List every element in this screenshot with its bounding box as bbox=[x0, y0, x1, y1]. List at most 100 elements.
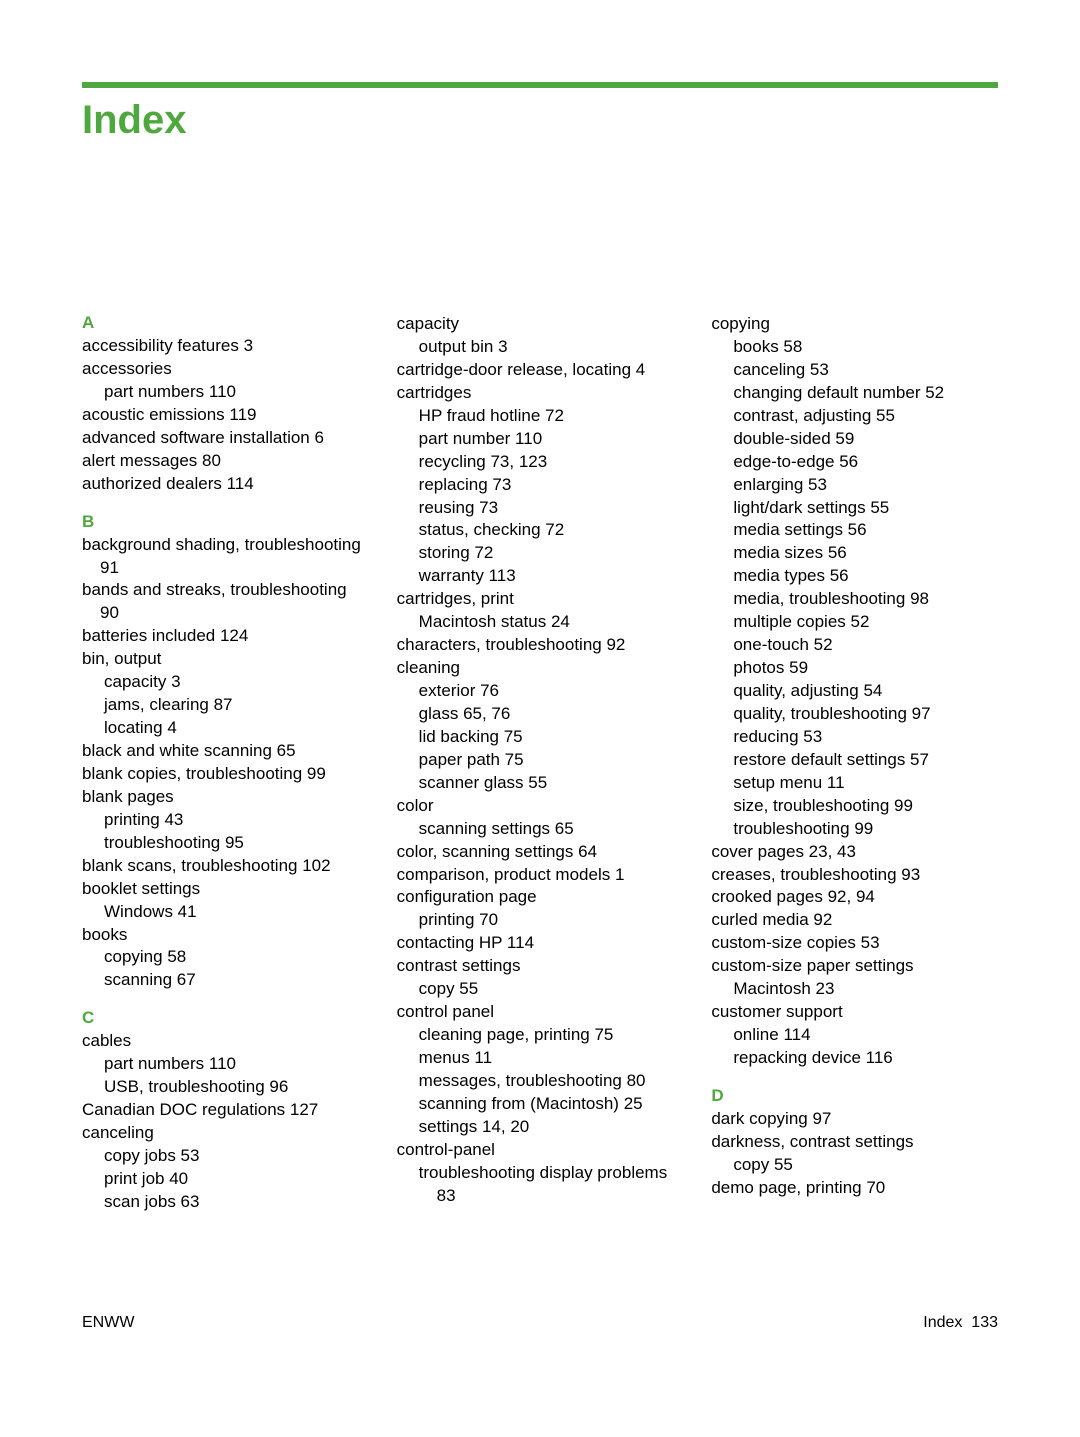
top-rule bbox=[82, 82, 998, 88]
index-subentry: restore default settings 57 bbox=[711, 749, 998, 772]
index-entry: characters, troubleshooting 92 bbox=[397, 634, 684, 657]
index-letter: A bbox=[82, 313, 369, 333]
index-subentry: troubleshooting display problems 83 bbox=[397, 1162, 684, 1208]
index-subentry: scanning 67 bbox=[82, 969, 369, 992]
index-entry: bands and streaks, troubleshooting 90 bbox=[82, 579, 369, 625]
page-title: Index bbox=[82, 98, 998, 143]
index-subentry: quality, adjusting 54 bbox=[711, 680, 998, 703]
index-subentry: copying 58 bbox=[82, 946, 369, 969]
index-entry: cartridge-door release, locating 4 bbox=[397, 359, 684, 382]
footer-right-label: Index bbox=[923, 1314, 962, 1331]
index-subentry: media, troubleshooting 98 bbox=[711, 588, 998, 611]
index-entry: bin, output bbox=[82, 648, 369, 671]
index-entry: black and white scanning 65 bbox=[82, 740, 369, 763]
index-column-1: Aaccessibility features 3accessoriespart… bbox=[82, 313, 369, 1214]
index-columns: Aaccessibility features 3accessoriespart… bbox=[82, 313, 998, 1214]
index-letter: C bbox=[82, 1008, 369, 1028]
index-subentry: messages, troubleshooting 80 bbox=[397, 1070, 684, 1093]
index-subentry: canceling 53 bbox=[711, 359, 998, 382]
index-entry: cables bbox=[82, 1030, 369, 1053]
index-subentry: scanner glass 55 bbox=[397, 772, 684, 795]
index-subentry: capacity 3 bbox=[82, 671, 369, 694]
index-subentry: storing 72 bbox=[397, 542, 684, 565]
index-entry: demo page, printing 70 bbox=[711, 1177, 998, 1200]
index-entry: control-panel bbox=[397, 1139, 684, 1162]
index-subentry: scan jobs 63 bbox=[82, 1191, 369, 1214]
index-subentry: setup menu 11 bbox=[711, 772, 998, 795]
index-entry: accessibility features 3 bbox=[82, 335, 369, 358]
index-entry: crooked pages 92, 94 bbox=[711, 886, 998, 909]
index-subentry: printing 70 bbox=[397, 909, 684, 932]
index-entry: color, scanning settings 64 bbox=[397, 841, 684, 864]
index-subentry: warranty 113 bbox=[397, 565, 684, 588]
index-subentry: books 58 bbox=[711, 336, 998, 359]
index-letter: B bbox=[82, 512, 369, 532]
index-subentry: output bin 3 bbox=[397, 336, 684, 359]
index-subentry: reducing 53 bbox=[711, 726, 998, 749]
index-subentry: media types 56 bbox=[711, 565, 998, 588]
index-subentry: locating 4 bbox=[82, 717, 369, 740]
index-column-3: copyingbooks 58canceling 53changing defa… bbox=[711, 313, 998, 1214]
index-entry: background shading, troubleshooting 91 bbox=[82, 534, 369, 580]
index-entry: cover pages 23, 43 bbox=[711, 841, 998, 864]
index-entry: custom-size paper settings bbox=[711, 955, 998, 978]
index-subentry: lid backing 75 bbox=[397, 726, 684, 749]
index-subentry: copy 55 bbox=[397, 978, 684, 1001]
index-entry: accessories bbox=[82, 358, 369, 381]
index-entry: capacity bbox=[397, 313, 684, 336]
index-subentry: troubleshooting 99 bbox=[711, 818, 998, 841]
index-entry: canceling bbox=[82, 1122, 369, 1145]
index-entry: customer support bbox=[711, 1001, 998, 1024]
index-subentry: Macintosh status 24 bbox=[397, 611, 684, 634]
footer-right-page: 133 bbox=[971, 1314, 998, 1331]
index-entry: configuration page bbox=[397, 886, 684, 909]
index-subentry: recycling 73, 123 bbox=[397, 451, 684, 474]
index-entry: authorized dealers 114 bbox=[82, 473, 369, 496]
index-subentry: printing 43 bbox=[82, 809, 369, 832]
index-entry: custom-size copies 53 bbox=[711, 932, 998, 955]
index-subentry: scanning settings 65 bbox=[397, 818, 684, 841]
index-subentry: troubleshooting 95 bbox=[82, 832, 369, 855]
index-entry: alert messages 80 bbox=[82, 450, 369, 473]
index-subentry: quality, troubleshooting 97 bbox=[711, 703, 998, 726]
index-subentry: media sizes 56 bbox=[711, 542, 998, 565]
index-entry: batteries included 124 bbox=[82, 625, 369, 648]
index-column-2: capacityoutput bin 3cartridge-door relea… bbox=[397, 313, 684, 1214]
index-subentry: USB, troubleshooting 96 bbox=[82, 1076, 369, 1099]
index-letter: D bbox=[711, 1086, 998, 1106]
index-subentry: part numbers 110 bbox=[82, 381, 369, 404]
index-entry: cleaning bbox=[397, 657, 684, 680]
index-subentry: exterior 76 bbox=[397, 680, 684, 703]
index-entry: Canadian DOC regulations 127 bbox=[82, 1099, 369, 1122]
page-footer: ENWW Index 133 bbox=[0, 1314, 1080, 1372]
index-subentry: photos 59 bbox=[711, 657, 998, 680]
index-entry: advanced software installation 6 bbox=[82, 427, 369, 450]
index-subentry: multiple copies 52 bbox=[711, 611, 998, 634]
index-subentry: status, checking 72 bbox=[397, 519, 684, 542]
index-page: Index Aaccessibility features 3accessori… bbox=[0, 0, 1080, 1254]
index-subentry: copy jobs 53 bbox=[82, 1145, 369, 1168]
index-subentry: media settings 56 bbox=[711, 519, 998, 542]
index-subentry: reusing 73 bbox=[397, 497, 684, 520]
footer-left: ENWW bbox=[82, 1314, 134, 1332]
index-subentry: contrast, adjusting 55 bbox=[711, 405, 998, 428]
index-subentry: online 114 bbox=[711, 1024, 998, 1047]
index-subentry: Windows 41 bbox=[82, 901, 369, 924]
index-subentry: repacking device 116 bbox=[711, 1047, 998, 1070]
index-entry: comparison, product models 1 bbox=[397, 864, 684, 887]
index-subentry: one-touch 52 bbox=[711, 634, 998, 657]
index-subentry: Macintosh 23 bbox=[711, 978, 998, 1001]
index-subentry: scanning from (Macintosh) 25 bbox=[397, 1093, 684, 1116]
index-entry: acoustic emissions 119 bbox=[82, 404, 369, 427]
index-subentry: paper path 75 bbox=[397, 749, 684, 772]
index-entry: blank copies, troubleshooting 99 bbox=[82, 763, 369, 786]
index-subentry: replacing 73 bbox=[397, 474, 684, 497]
index-entry: darkness, contrast settings bbox=[711, 1131, 998, 1154]
index-subentry: print job 40 bbox=[82, 1168, 369, 1191]
index-entry: contrast settings bbox=[397, 955, 684, 978]
index-subentry: settings 14, 20 bbox=[397, 1116, 684, 1139]
index-entry: color bbox=[397, 795, 684, 818]
index-subentry: glass 65, 76 bbox=[397, 703, 684, 726]
index-subentry: changing default number 52 bbox=[711, 382, 998, 405]
index-subentry: edge-to-edge 56 bbox=[711, 451, 998, 474]
